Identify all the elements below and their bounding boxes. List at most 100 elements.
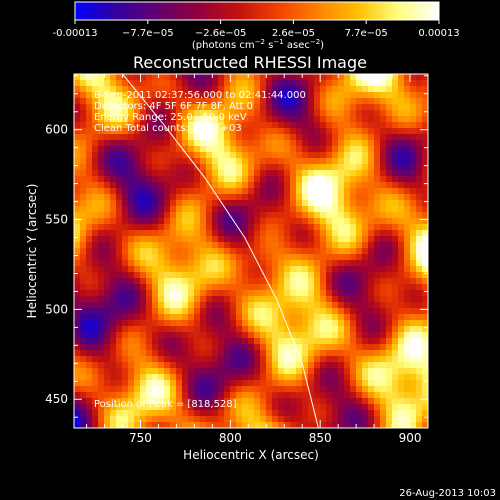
heatmap-cell	[134, 302, 141, 309]
heatmap-cell	[362, 404, 369, 411]
heatmap-cell	[308, 152, 315, 159]
heatmap-cell	[398, 380, 405, 387]
heatmap-cell	[134, 410, 141, 417]
heatmap-cell	[284, 218, 291, 225]
heatmap-cell	[194, 146, 201, 153]
heatmap-cell	[326, 398, 333, 405]
heatmap-cell	[278, 422, 285, 428]
heatmap-cell	[278, 86, 285, 93]
heatmap-cell	[116, 416, 123, 423]
heatmap-cell	[290, 104, 297, 111]
heatmap-cell	[98, 92, 105, 99]
heatmap-cell	[338, 110, 345, 117]
heatmap-cell	[332, 278, 339, 285]
heatmap-cell	[422, 134, 428, 141]
heatmap-cell	[350, 314, 357, 321]
heatmap-cell	[278, 266, 285, 273]
heatmap-cell	[128, 374, 135, 381]
heatmap-cell	[140, 404, 147, 411]
heatmap-cell	[152, 176, 159, 183]
heatmap-cell	[416, 212, 423, 219]
heatmap-cell	[200, 380, 207, 387]
heatmap-cell	[164, 368, 171, 375]
heatmap-cell	[320, 260, 327, 267]
heatmap-cell	[392, 194, 399, 201]
heatmap-cell	[350, 392, 357, 399]
heatmap-cell	[194, 368, 201, 375]
heatmap-cell	[254, 212, 261, 219]
heatmap-cell	[134, 416, 141, 423]
heatmap-cell	[86, 176, 93, 183]
heatmap-cell	[128, 266, 135, 273]
heatmap-cell	[284, 326, 291, 333]
heatmap-cell	[380, 374, 387, 381]
heatmap-cell	[314, 92, 321, 99]
heatmap-cell	[344, 308, 351, 315]
heatmap-cell	[314, 302, 321, 309]
heatmap-cell	[410, 260, 417, 267]
heatmap-cell	[320, 182, 327, 189]
heatmap-cell	[290, 404, 297, 411]
heatmap-cell	[164, 362, 171, 369]
heatmap-cell	[182, 368, 189, 375]
heatmap-cell	[230, 206, 237, 213]
heatmap-cell	[350, 92, 357, 99]
heatmap-cell	[380, 266, 387, 273]
heatmap-cell	[308, 284, 315, 291]
heatmap-cell	[152, 386, 159, 393]
heatmap-cell	[350, 170, 357, 177]
heatmap-cell	[296, 392, 303, 399]
heatmap-cell	[86, 152, 93, 159]
heatmap-cell	[344, 212, 351, 219]
heatmap-cell	[152, 248, 159, 255]
heatmap-cell	[170, 398, 177, 405]
heatmap-cell	[404, 74, 411, 81]
heatmap-cell	[350, 116, 357, 123]
heatmap-cell	[122, 368, 129, 375]
heatmap-cell	[176, 182, 183, 189]
heatmap-cell	[290, 332, 297, 339]
heatmap-cell	[356, 92, 363, 99]
colorbar-ticks: -0.00013 −7.7e−05 −2.6e−05 2.6e−05 7.7e−05 0.…	[53, 20, 460, 39]
heatmap-cell	[356, 188, 363, 195]
heatmap-cell	[200, 158, 207, 165]
heatmap-cell	[116, 86, 123, 93]
heatmap-cell	[122, 140, 129, 147]
heatmap-cell	[218, 422, 225, 428]
heatmap-cell	[128, 146, 135, 153]
heatmap-cell	[314, 158, 321, 165]
heatmap-cell	[368, 308, 375, 315]
heatmap-cell	[404, 206, 411, 213]
heatmap-cell	[284, 320, 291, 327]
heatmap-cell	[116, 134, 123, 141]
heatmap-cell	[254, 374, 261, 381]
heatmap-cell	[302, 80, 309, 87]
heatmap-cell	[404, 362, 411, 369]
heatmap-cell	[158, 290, 165, 297]
heatmap-cell	[236, 404, 243, 411]
heatmap-cell	[410, 206, 417, 213]
heatmap-cell	[182, 356, 189, 363]
heatmap-cell	[128, 194, 135, 201]
heatmap-cell	[224, 110, 231, 117]
heatmap-cell	[362, 398, 369, 405]
heatmap-cell	[350, 164, 357, 171]
heatmap-cell	[314, 410, 321, 417]
heatmap-cell	[362, 284, 369, 291]
heatmap-cell	[116, 338, 123, 345]
heatmap-cell	[122, 392, 129, 399]
heatmap-cell	[266, 368, 273, 375]
heatmap-cell	[410, 278, 417, 285]
heatmap-cell	[86, 296, 93, 303]
heatmap-cell	[236, 242, 243, 249]
heatmap-cell	[218, 350, 225, 357]
heatmap-cell	[74, 224, 81, 231]
heatmap-cell	[332, 92, 339, 99]
heatmap-cell	[398, 410, 405, 417]
heatmap-cell	[206, 206, 213, 213]
heatmap-cell	[92, 146, 99, 153]
heatmap-cell	[284, 128, 291, 135]
heatmap-cell	[116, 164, 123, 171]
heatmap-cell	[404, 176, 411, 183]
heatmap-cell	[284, 116, 291, 123]
